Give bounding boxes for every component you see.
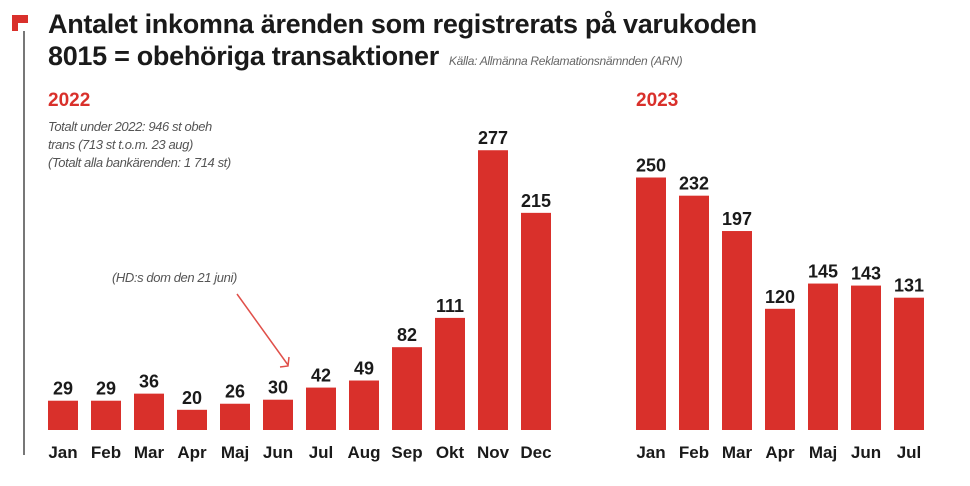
bar-2022-jan xyxy=(48,400,78,430)
value-label-2023-apr: 120 xyxy=(765,287,795,307)
bar-2022-nov xyxy=(478,150,508,431)
category-label-2023-jul: Jul xyxy=(897,443,922,462)
bar-2023-apr xyxy=(765,308,795,430)
value-label-2022-dec: 215 xyxy=(521,191,551,211)
totals-note-line-1: Totalt under 2022: 946 st obeh xyxy=(48,119,212,134)
category-label-2022-jul: Jul xyxy=(309,443,334,462)
value-label-2022-jun: 30 xyxy=(268,378,288,398)
bar-2023-feb xyxy=(679,195,709,430)
category-label-2023-feb: Feb xyxy=(679,443,709,462)
value-label-2022-mar: 36 xyxy=(139,372,159,392)
value-label-2022-apr: 20 xyxy=(182,388,202,408)
totals-note-line-2: trans (713 st t.o.m. 23 aug) xyxy=(48,137,193,152)
bar-2022-dec xyxy=(521,212,551,430)
bar-2022-feb xyxy=(91,400,121,430)
category-label-2022-feb: Feb xyxy=(91,443,121,462)
value-label-2022-jan: 29 xyxy=(53,379,73,399)
value-label-2023-feb: 232 xyxy=(679,174,709,194)
category-label-2022-jun: Jun xyxy=(263,443,293,462)
source-note: Källa: Allmänna Reklamationsnämnden (ARN… xyxy=(448,54,683,68)
year-label-2022: 2022 xyxy=(48,90,91,111)
value-label-2022-jul: 42 xyxy=(311,366,331,386)
bar-2022-mar xyxy=(134,393,164,430)
totals-note: Totalt under 2022: 946 st obeh trans (71… xyxy=(48,118,231,172)
bar-2022-jul xyxy=(306,387,336,430)
category-label-2022-sep: Sep xyxy=(391,443,422,462)
category-label-2022-maj: Maj xyxy=(221,443,249,462)
logo-flag-icon xyxy=(12,15,28,31)
bar-2023-jun xyxy=(851,285,881,430)
chart-2023: 250 Jan 232 Feb 197 Mar 120 Apr 145 Maj 143 Jun 131 J… xyxy=(636,156,924,463)
value-label-2023-jun: 143 xyxy=(851,264,881,284)
title-line-2: 8015 = obehöriga transaktioner Källa: All… xyxy=(48,40,757,77)
value-label-2022-aug: 49 xyxy=(354,359,374,379)
value-label-2022-maj: 26 xyxy=(225,382,245,402)
bar-2022-apr xyxy=(177,409,207,430)
value-label-2023-maj: 145 xyxy=(808,262,838,282)
chart-2022: 29 Jan 29 Feb 36 Mar 20 Apr 26 Maj 30 Jun 42 Jul 49 Aug… xyxy=(48,128,552,462)
bar-2022-okt xyxy=(435,317,465,430)
category-label-2022-mar: Mar xyxy=(134,443,165,462)
title-line-1: Antalet inkomna ärenden som registrerats… xyxy=(48,9,757,39)
value-label-2023-mar: 197 xyxy=(722,209,752,229)
bar-2023-jul xyxy=(894,297,924,430)
category-label-2022-apr: Apr xyxy=(177,443,207,462)
bar-2022-aug xyxy=(349,380,379,430)
category-label-2023-mar: Mar xyxy=(722,443,753,462)
category-label-2022-okt: Okt xyxy=(436,443,465,462)
chart-title: Antalet inkomna ärenden som registrerats… xyxy=(48,8,757,77)
category-label-2023-apr: Apr xyxy=(765,443,795,462)
category-label-2023-maj: Maj xyxy=(809,443,837,462)
category-label-2022-nov: Nov xyxy=(477,443,510,462)
value-label-2023-jul: 131 xyxy=(894,276,924,296)
bar-2023-jan xyxy=(636,177,666,430)
value-label-2023-jan: 250 xyxy=(636,156,666,176)
value-label-2022-feb: 29 xyxy=(96,379,116,399)
bar-2022-maj xyxy=(220,403,250,430)
bar-2022-sep xyxy=(392,347,422,430)
title-line-2-text: 8015 = obehöriga transaktioner xyxy=(48,41,439,71)
year-label-2023: 2023 xyxy=(636,90,679,111)
bar-2022-jun xyxy=(263,399,293,430)
category-label-2022-aug: Aug xyxy=(347,443,380,462)
category-label-2023-jan: Jan xyxy=(636,443,665,462)
value-label-2022-nov: 277 xyxy=(478,128,508,148)
bar-2023-maj xyxy=(808,283,838,430)
category-label-2022-dec: Dec xyxy=(520,443,551,462)
category-label-2023-jun: Jun xyxy=(851,443,881,462)
annotation-text: (HD:s dom den 21 juni) xyxy=(112,270,237,285)
value-label-2022-okt: 111 xyxy=(436,296,464,316)
bar-2023-mar xyxy=(722,231,752,430)
left-rule xyxy=(23,31,25,455)
value-label-2022-sep: 82 xyxy=(397,325,417,345)
annotation-arrow xyxy=(236,293,290,368)
category-label-2022-jan: Jan xyxy=(48,443,77,462)
totals-note-line-3: (Totalt alla bankärenden: 1 714 st) xyxy=(48,155,231,170)
